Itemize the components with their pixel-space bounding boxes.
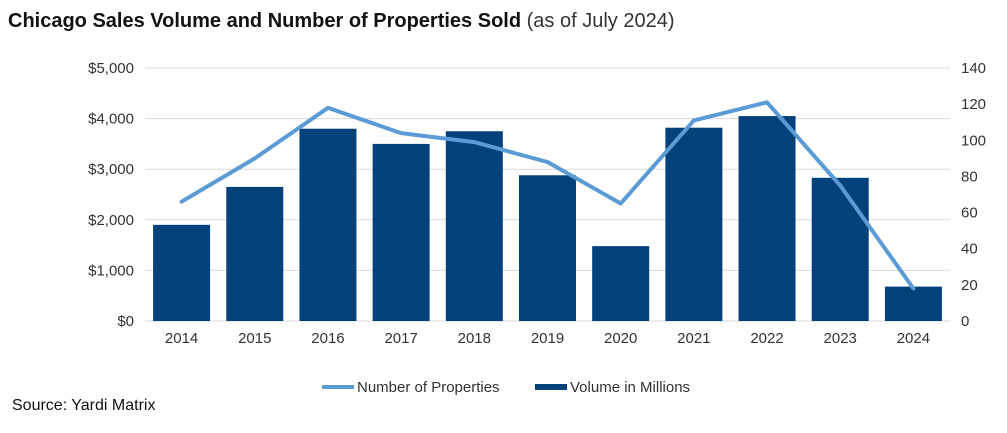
bar-series <box>153 116 942 321</box>
bar-2015 <box>226 186 284 321</box>
bar-2019 <box>519 175 576 321</box>
x-tick-label: 2016 <box>311 330 344 347</box>
x-tick-label: 2015 <box>238 330 271 347</box>
x-tick-label: 2014 <box>165 330 198 347</box>
y-right-tick-label: 100 <box>961 132 986 149</box>
y-right-tick-label: 120 <box>961 96 986 113</box>
chart-title-subtitle: (as of July 2024) <box>526 10 675 32</box>
x-tick-label: 2021 <box>677 330 710 347</box>
bar-2022 <box>738 116 796 321</box>
bar-2021 <box>665 127 723 321</box>
y-left-tick-label: $5,000 <box>88 60 134 77</box>
bar-2020 <box>592 246 650 321</box>
x-axis: 2014 2015 2016 2017 2018 2019 2020 2021 2022 2023… <box>165 330 930 347</box>
bar-2023 <box>811 177 869 321</box>
bar-2016 <box>299 128 357 321</box>
x-tick-label: 2020 <box>604 330 637 347</box>
x-tick-label: 2017 <box>384 330 417 347</box>
y-left-tick-label: $4,000 <box>88 111 134 128</box>
y-left-tick-label: $1,000 <box>88 262 134 279</box>
y-right-tick-label: 20 <box>961 277 978 294</box>
y-right-tick-label: 40 <box>961 241 978 258</box>
y-left-tick-label: $2,000 <box>88 212 134 229</box>
legend-item: Volume in Millions <box>535 379 690 396</box>
legend-label: Number of Properties <box>357 379 500 396</box>
legend: Number of Properties Volume in Millions <box>322 379 690 396</box>
y-right-tick-label: 80 <box>961 168 978 185</box>
y-right-tick-label: 140 <box>961 60 986 77</box>
x-tick-label: 2022 <box>750 330 783 347</box>
y-axis-right: 0 20 40 60 80 100 120 140 <box>961 60 986 330</box>
y-right-tick-label: 0 <box>961 313 969 330</box>
y-left-tick-label: $3,000 <box>88 161 134 178</box>
bar-2018 <box>445 131 503 321</box>
x-tick-label: 2018 <box>458 330 491 347</box>
y-axis-left: $0 $1,000 $2,000 $3,000 $4,000 $5,000 <box>88 60 134 330</box>
source-note: Source: Yardi Matrix <box>12 397 156 414</box>
chart-title-main: Chicago Sales Volume and Number of Prope… <box>8 10 522 32</box>
x-tick-label: 2024 <box>897 330 930 347</box>
line-series <box>179 100 916 291</box>
y-left-tick-label: $0 <box>117 313 134 330</box>
y-right-tick-label: 60 <box>961 205 978 222</box>
legend-item: Number of Properties <box>322 379 500 396</box>
bar-2024 <box>884 286 942 321</box>
x-tick-label: 2023 <box>824 330 857 347</box>
legend-label: Volume in Millions <box>570 379 690 396</box>
bar-2014 <box>153 224 211 321</box>
bar-2017 <box>372 143 430 321</box>
x-tick-label: 2019 <box>531 330 564 347</box>
chart-title: Chicago Sales Volume and Number of Prope… <box>8 10 675 33</box>
